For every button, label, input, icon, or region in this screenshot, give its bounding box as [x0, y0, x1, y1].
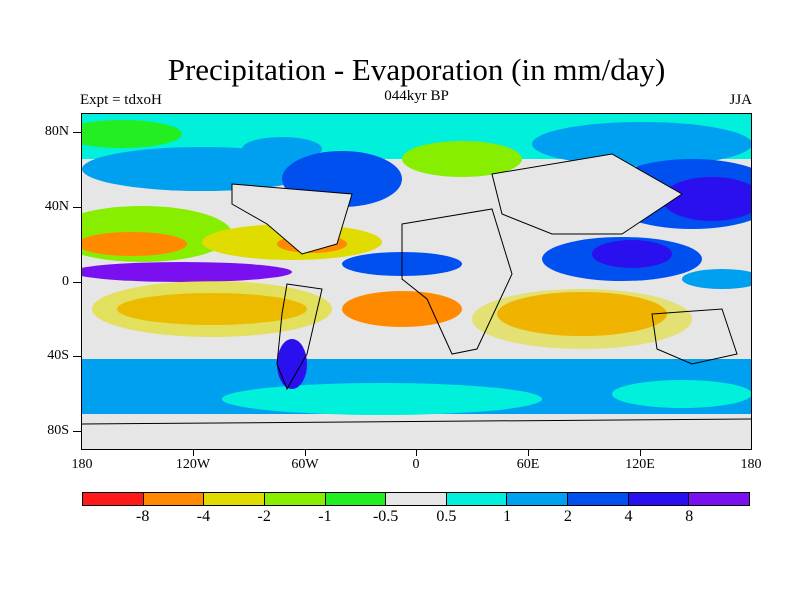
colorbar-segment [204, 493, 265, 505]
lon-label-60w: 60W [291, 457, 319, 472]
colorbar [82, 492, 750, 506]
lon-label-60e: 60E [516, 457, 540, 472]
colorbar-segment [264, 493, 326, 505]
lon-label-180w: 180 [71, 457, 93, 472]
tick [73, 282, 81, 283]
colorbar-label: 4 [624, 508, 633, 525]
lon-label-120w: 120W [175, 457, 211, 472]
lat-label-80n: 80N [44, 124, 69, 139]
colorbar-segment [507, 493, 569, 505]
tick [640, 450, 641, 456]
colorbar-segment [83, 493, 144, 505]
colorbar-segment [446, 493, 508, 505]
colorbar-label: 0.5 [436, 508, 457, 525]
lat-label-40s: 40S [47, 348, 69, 363]
lat-label-0: 0 [62, 274, 69, 289]
colorbar-label: -4 [196, 508, 211, 525]
tick [73, 431, 81, 432]
colorbar-label: -1 [318, 508, 332, 525]
map-title: Precipitation - Evaporation (in mm/day) [167, 52, 666, 87]
colorbar-label: 8 [685, 508, 694, 525]
colorbar-label: -2 [257, 508, 271, 525]
colorbar-label: -8 [136, 508, 150, 525]
tick [73, 356, 81, 357]
precip-evap-map [81, 113, 752, 450]
tick [528, 450, 529, 456]
period-label: 044kyr BP [384, 88, 449, 104]
tick [305, 450, 306, 456]
colorbar-segment [628, 493, 690, 505]
lon-label-0: 0 [412, 457, 420, 472]
tick [73, 132, 81, 133]
colorbar-label: 2 [563, 508, 572, 525]
tick [193, 450, 194, 456]
colorbar-segment [143, 493, 205, 505]
tick [416, 450, 417, 456]
colorbar-segment [568, 493, 629, 505]
colorbar-label: 1 [503, 508, 512, 525]
lat-label-40n: 40N [44, 199, 69, 214]
colorbar-label: -0.5 [372, 508, 399, 525]
experiment-label: Expt = tdxoH [80, 92, 162, 108]
season-label: JJA [729, 92, 752, 108]
colorbar-segment [689, 493, 750, 505]
lon-label-120e: 120E [625, 457, 655, 472]
lat-label-80s: 80S [47, 423, 69, 438]
colorbar-segment [325, 493, 387, 505]
tick [73, 207, 81, 208]
colorbar-segment [386, 493, 447, 505]
map-canvas [82, 114, 751, 449]
lon-label-180e: 180 [740, 457, 762, 472]
